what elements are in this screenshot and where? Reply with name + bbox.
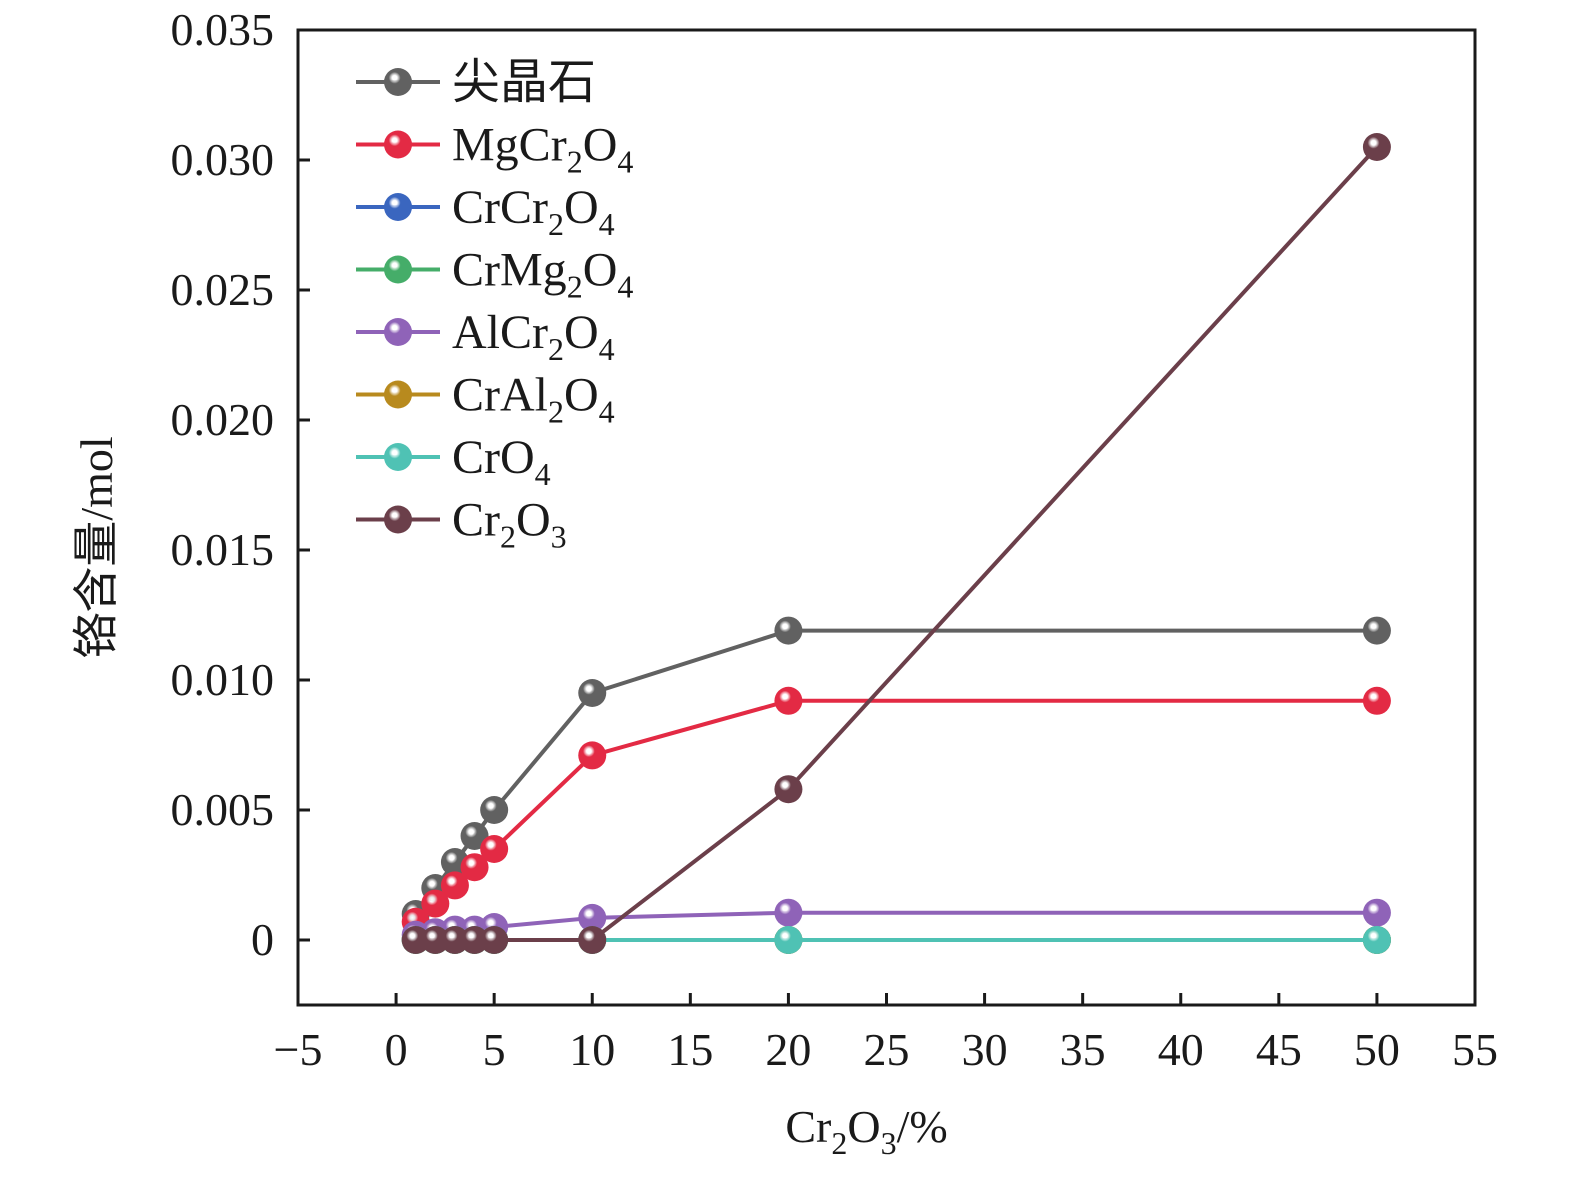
legend-label: CrO4: [452, 431, 551, 492]
legend-marker: [384, 318, 412, 346]
data-point: [1362, 616, 1391, 645]
data-point: [1362, 133, 1391, 161]
legend-label: CrCr2O4: [452, 181, 615, 242]
data-point: [460, 853, 489, 882]
x-tick-label: 25: [864, 1024, 910, 1075]
x-axis-title: Cr2O3/%: [785, 1101, 947, 1161]
series--: [401, 616, 1391, 928]
x-tick-label: 5: [483, 1024, 506, 1075]
legend-item-cral2o4: CrAl2O4: [356, 369, 615, 430]
y-tick-label: 0: [251, 914, 274, 965]
x-tick-label: 10: [569, 1024, 615, 1075]
legend-item-cro4: CrO4: [356, 431, 551, 492]
legend-marker: [384, 255, 412, 284]
legend-marker: [384, 193, 412, 221]
data-point: [480, 926, 509, 954]
legend-label: Cr2O3: [452, 494, 567, 555]
series-line: [415, 910, 1377, 937]
x-tick-label: −5: [274, 1024, 323, 1075]
y-tick-label: 0.015: [171, 524, 275, 575]
data-point: [578, 741, 607, 770]
data-point: [1362, 898, 1391, 927]
legend-label: MgCr2O4: [452, 119, 633, 180]
legend-item--: 尖晶石: [356, 56, 596, 109]
data-point: [460, 926, 489, 954]
data-point: [1362, 926, 1391, 954]
data-point: [440, 926, 469, 954]
y-tick-label: 0.030: [171, 134, 275, 185]
legend-label: AlCr2O4: [452, 306, 615, 367]
y-axis: 0 0.005 0.010 0.015 0.020 0.025 0.030 0.035: [171, 4, 310, 965]
y-tick-label: 0.035: [171, 4, 275, 55]
data-point: [480, 835, 509, 863]
data-point: [774, 616, 803, 645]
y-tick-label: 0.020: [171, 394, 275, 445]
legend-marker: [384, 505, 412, 534]
x-tick-label: 30: [962, 1024, 1008, 1075]
legend-marker: [384, 68, 412, 96]
x-tick-label: 45: [1256, 1024, 1302, 1075]
data-point: [774, 686, 803, 715]
x-axis: −5 0 5 10 15 20 25 30 35 40 45 50 55: [274, 993, 1498, 1075]
legend-marker: [384, 130, 412, 159]
series-cr2o3: [401, 133, 1391, 954]
legend: 尖晶石MgCr2O4CrCr2O4CrMg2O4AlCr2O4CrAl2O4Cr…: [356, 56, 633, 555]
data-point: [774, 926, 803, 954]
data-point: [774, 775, 803, 804]
data-point: [1362, 686, 1391, 715]
x-tick-label: 50: [1354, 1024, 1400, 1075]
data-point: [421, 926, 450, 954]
y-tick-label: 0.025: [171, 264, 275, 315]
x-tick-label: 20: [765, 1024, 811, 1075]
legend-marker: [384, 380, 412, 409]
legend-item-crcr2o4: CrCr2O4: [356, 181, 615, 242]
series-layer: [401, 133, 1391, 954]
legend-marker: [384, 443, 412, 471]
y-tick-label: 0.010: [171, 654, 275, 705]
legend-label: CrAl2O4: [452, 369, 615, 430]
data-point: [578, 903, 607, 932]
legend-label: 尖晶石: [452, 56, 596, 109]
legend-item-mgcr2o4: MgCr2O4: [356, 119, 633, 180]
x-tick-label: 35: [1060, 1024, 1106, 1075]
legend-label: CrMg2O4: [452, 244, 633, 305]
series-mgcr2o4: [401, 686, 1391, 936]
x-tick-label: 40: [1158, 1024, 1204, 1075]
data-point: [401, 926, 430, 954]
data-point: [578, 926, 607, 954]
data-point: [480, 796, 509, 824]
legend-item-crmg2o4: CrMg2O4: [356, 244, 633, 305]
y-tick-label: 0.005: [171, 784, 275, 835]
data-point: [774, 898, 803, 927]
data-point: [440, 871, 469, 900]
legend-item-alcr2o4: AlCr2O4: [356, 306, 615, 367]
x-tick-label: 15: [667, 1024, 713, 1075]
x-tick-label: 55: [1452, 1024, 1498, 1075]
y-axis-title: 铬含量/mol: [71, 436, 122, 658]
data-point: [578, 679, 607, 707]
legend-item-cr2o3: Cr2O3: [356, 494, 567, 555]
data-point: [421, 889, 450, 918]
x-tick-label: 0: [385, 1024, 408, 1075]
